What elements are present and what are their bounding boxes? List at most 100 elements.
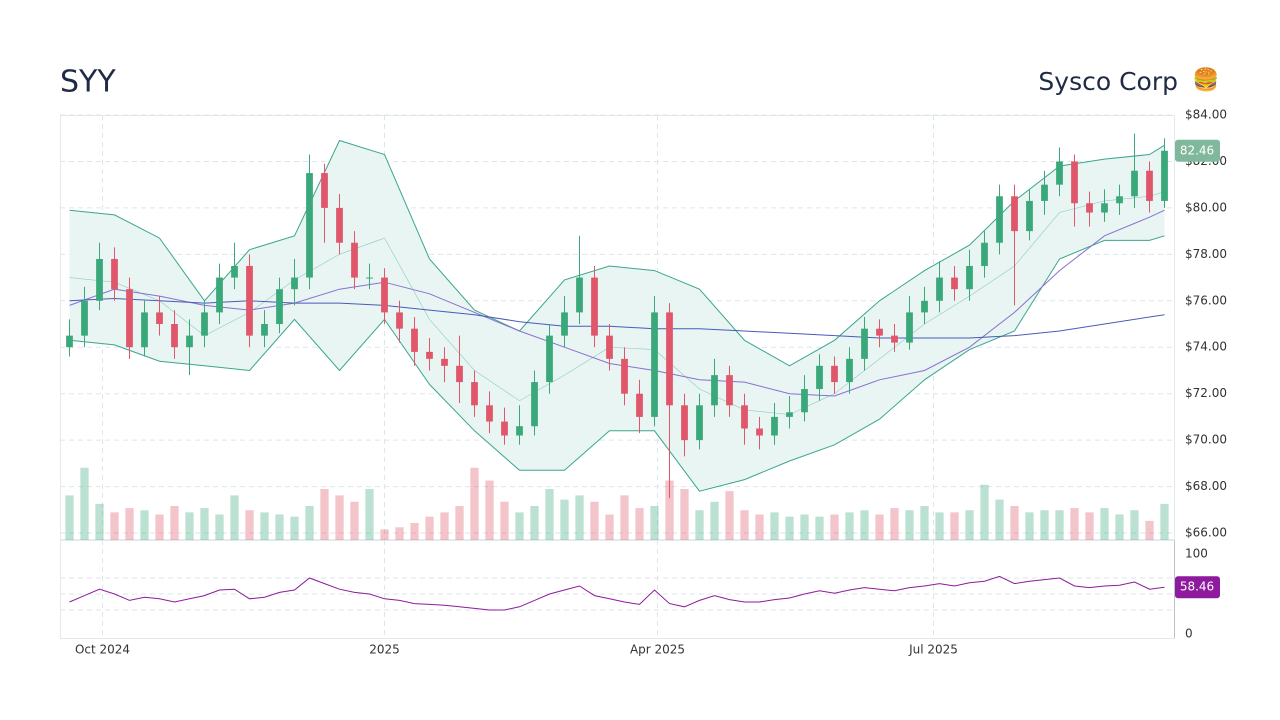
- candle-body: [831, 365, 838, 383]
- candle-body: [396, 312, 403, 329]
- y-tick-label: $72.00: [1185, 386, 1227, 400]
- candle-body: [681, 405, 688, 441]
- rsi-tick-label: 0: [1185, 627, 1193, 641]
- candle-body: [1116, 196, 1123, 204]
- volume-bar: [1145, 520, 1154, 540]
- rsi-tick-label: 100: [1185, 547, 1208, 561]
- candle-body: [291, 277, 298, 290]
- candle-body: [996, 196, 1003, 243]
- candle-body: [246, 265, 253, 336]
- candle-body: [261, 324, 268, 336]
- moving-average: [69, 209, 1165, 397]
- candle-body: [561, 312, 568, 336]
- candle-body: [816, 365, 823, 390]
- candle-body: [81, 300, 88, 336]
- candle-body: [276, 289, 283, 325]
- volume-bar: [590, 501, 599, 540]
- candle-body: [666, 312, 673, 406]
- candle-body: [201, 312, 208, 336]
- volume-bar: [320, 489, 329, 540]
- volume-bar: [1130, 510, 1139, 540]
- candle-body: [171, 324, 178, 348]
- volume-bar: [395, 527, 404, 540]
- volume-bar: [1070, 508, 1079, 540]
- y-tick-label: $84.00: [1185, 108, 1227, 122]
- volume-bar: [125, 508, 134, 540]
- volume-bar: [815, 516, 824, 540]
- volume-bar: [890, 508, 899, 540]
- candle-body: [1041, 184, 1048, 201]
- volume-bar: [200, 508, 209, 540]
- volume-bar: [425, 516, 434, 540]
- rsi-label: 58.46: [1180, 580, 1214, 594]
- volume-bar: [695, 510, 704, 540]
- volume-bar: [485, 480, 494, 540]
- candle-body: [861, 328, 868, 359]
- candle-body: [501, 421, 508, 436]
- volume-bar: [635, 508, 644, 540]
- y-tick-label: $66.00: [1185, 526, 1227, 540]
- candle-body: [846, 358, 853, 383]
- volume-bar: [365, 489, 374, 540]
- volume-bar: [965, 510, 974, 540]
- volume-bar: [185, 512, 194, 540]
- volume-bar: [755, 514, 764, 540]
- candle-body: [156, 312, 163, 325]
- volume-bar: [335, 495, 344, 540]
- volume-bar: [230, 495, 239, 540]
- candle-body: [696, 405, 703, 441]
- candle-body: [216, 277, 223, 313]
- volume-bar: [140, 510, 149, 540]
- candle-body: [966, 265, 973, 290]
- volume-bar: [1010, 506, 1019, 540]
- bollinger-upper: [69, 139, 1165, 367]
- volume-bar: [1100, 508, 1109, 540]
- candle-body: [486, 405, 493, 422]
- last-price-label: 82.46: [1180, 143, 1214, 157]
- candle-body: [471, 382, 478, 406]
- volume-bar: [920, 506, 929, 540]
- volume-bar: [500, 501, 509, 540]
- volume-bar: [545, 489, 554, 540]
- bollinger-fill: [69, 140, 1165, 492]
- candle-body: [411, 328, 418, 352]
- bollinger-middle: [69, 191, 1165, 415]
- candle-body: [351, 242, 358, 278]
- volume-bar: [530, 506, 539, 540]
- volume-bar: [305, 506, 314, 540]
- rsi-badge: [1175, 576, 1220, 599]
- volume-bar: [860, 510, 869, 540]
- candle-body: [141, 312, 148, 348]
- candle-body: [741, 405, 748, 429]
- volume-bar: [800, 514, 809, 540]
- candle-body: [621, 358, 628, 394]
- company-icon: 🍔: [1192, 67, 1219, 93]
- volume-bar: [1040, 510, 1049, 540]
- candle-body: [96, 258, 103, 301]
- candle-body: [126, 289, 133, 348]
- candle-body: [606, 335, 613, 359]
- candle-body: [636, 393, 643, 417]
- volume-bar: [650, 506, 659, 540]
- candle-body: [186, 335, 193, 348]
- candle-body: [1086, 203, 1093, 213]
- volume-bar: [875, 514, 884, 540]
- x-tick-label: 2025: [369, 643, 400, 657]
- candle-body: [936, 277, 943, 301]
- volume-bar: [935, 512, 944, 540]
- volume-bar: [245, 510, 254, 540]
- volume-bar: [170, 506, 179, 540]
- volume-bar: [350, 501, 359, 540]
- candle-body: [1011, 196, 1018, 232]
- volume-bar: [980, 484, 989, 540]
- candle-body: [1071, 161, 1078, 204]
- volume-bar: [1115, 514, 1124, 540]
- y-tick-label: $78.00: [1185, 247, 1227, 261]
- volume-bar: [1160, 503, 1169, 540]
- volume-bar: [515, 512, 524, 540]
- candle-body: [336, 207, 343, 243]
- candle-body: [576, 277, 583, 313]
- candle-body: [546, 335, 553, 383]
- volume-bar: [710, 501, 719, 540]
- volume-bar: [440, 512, 449, 540]
